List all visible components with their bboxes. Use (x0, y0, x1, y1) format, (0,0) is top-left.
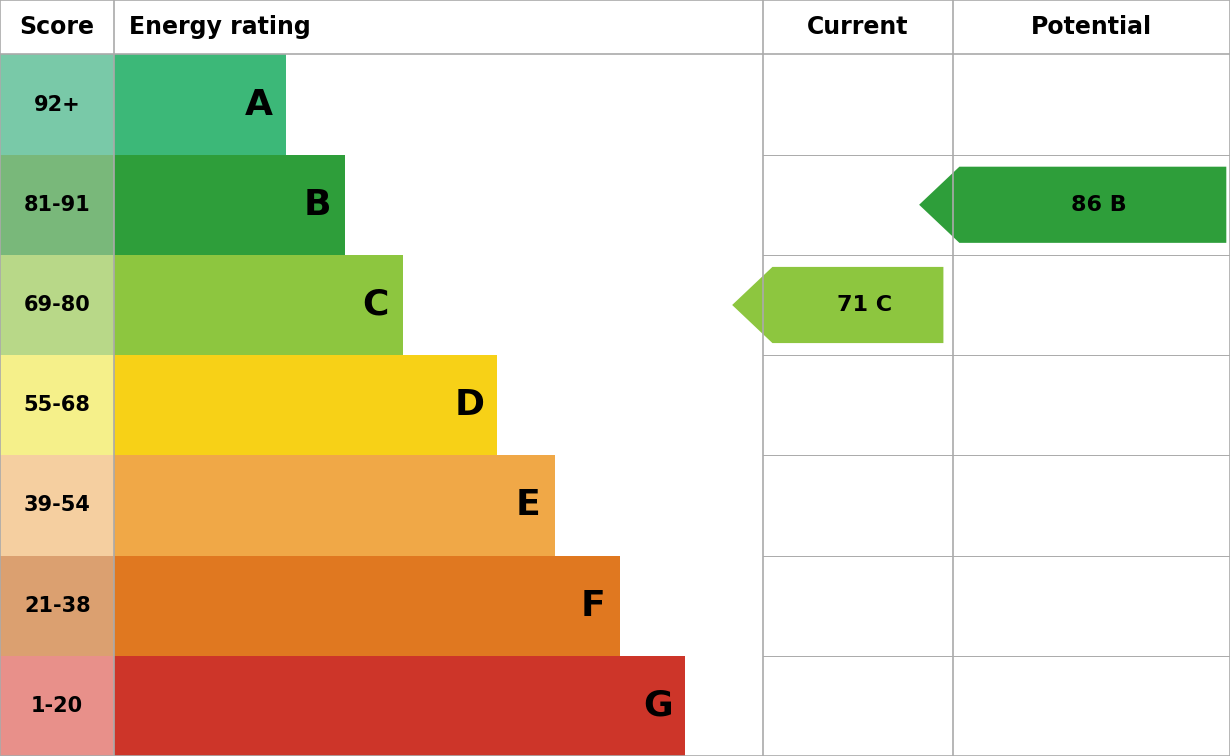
Bar (114, 556, 620, 655)
Text: B: B (304, 187, 331, 222)
Text: A: A (245, 88, 273, 122)
Bar (953, 556, 1230, 655)
Text: D: D (455, 389, 485, 422)
Text: G: G (643, 689, 673, 723)
Bar (763, 455, 953, 556)
Bar (953, 155, 1230, 255)
Text: 21-38: 21-38 (23, 596, 91, 615)
Polygon shape (732, 267, 943, 343)
Text: 1-20: 1-20 (31, 696, 84, 716)
Bar (114, 455, 555, 556)
Bar (114, 255, 403, 355)
Bar (763, 255, 953, 355)
Text: 81-91: 81-91 (23, 195, 91, 215)
Bar (114, 355, 497, 455)
Text: 71 C: 71 C (836, 295, 892, 315)
Text: F: F (581, 589, 605, 623)
Bar (763, 655, 953, 756)
Text: 55-68: 55-68 (23, 395, 91, 415)
Bar (953, 355, 1230, 455)
Bar (0, 155, 114, 255)
Text: Potential: Potential (1031, 15, 1153, 39)
Bar (763, 355, 953, 455)
Bar (953, 655, 1230, 756)
Bar (114, 54, 287, 155)
Text: Score: Score (20, 15, 95, 39)
Bar (763, 556, 953, 655)
Text: Energy rating: Energy rating (129, 15, 311, 39)
Bar (0, 455, 114, 556)
Text: 39-54: 39-54 (23, 495, 91, 516)
Bar (953, 455, 1230, 556)
Bar (0, 556, 114, 655)
Text: 86 B: 86 B (1071, 195, 1127, 215)
Bar (114, 655, 685, 756)
Polygon shape (919, 166, 1226, 243)
Bar (0, 355, 114, 455)
Text: C: C (363, 288, 389, 322)
Bar (763, 54, 953, 155)
Bar (0, 0, 1230, 54)
Bar (0, 255, 114, 355)
Bar (0, 54, 114, 155)
Bar (114, 155, 344, 255)
Text: Current: Current (807, 15, 909, 39)
Bar (0, 655, 114, 756)
Text: E: E (515, 488, 540, 522)
Bar (953, 54, 1230, 155)
Bar (763, 155, 953, 255)
Text: 69-80: 69-80 (23, 295, 91, 315)
Bar (953, 255, 1230, 355)
Text: 92+: 92+ (33, 94, 81, 115)
